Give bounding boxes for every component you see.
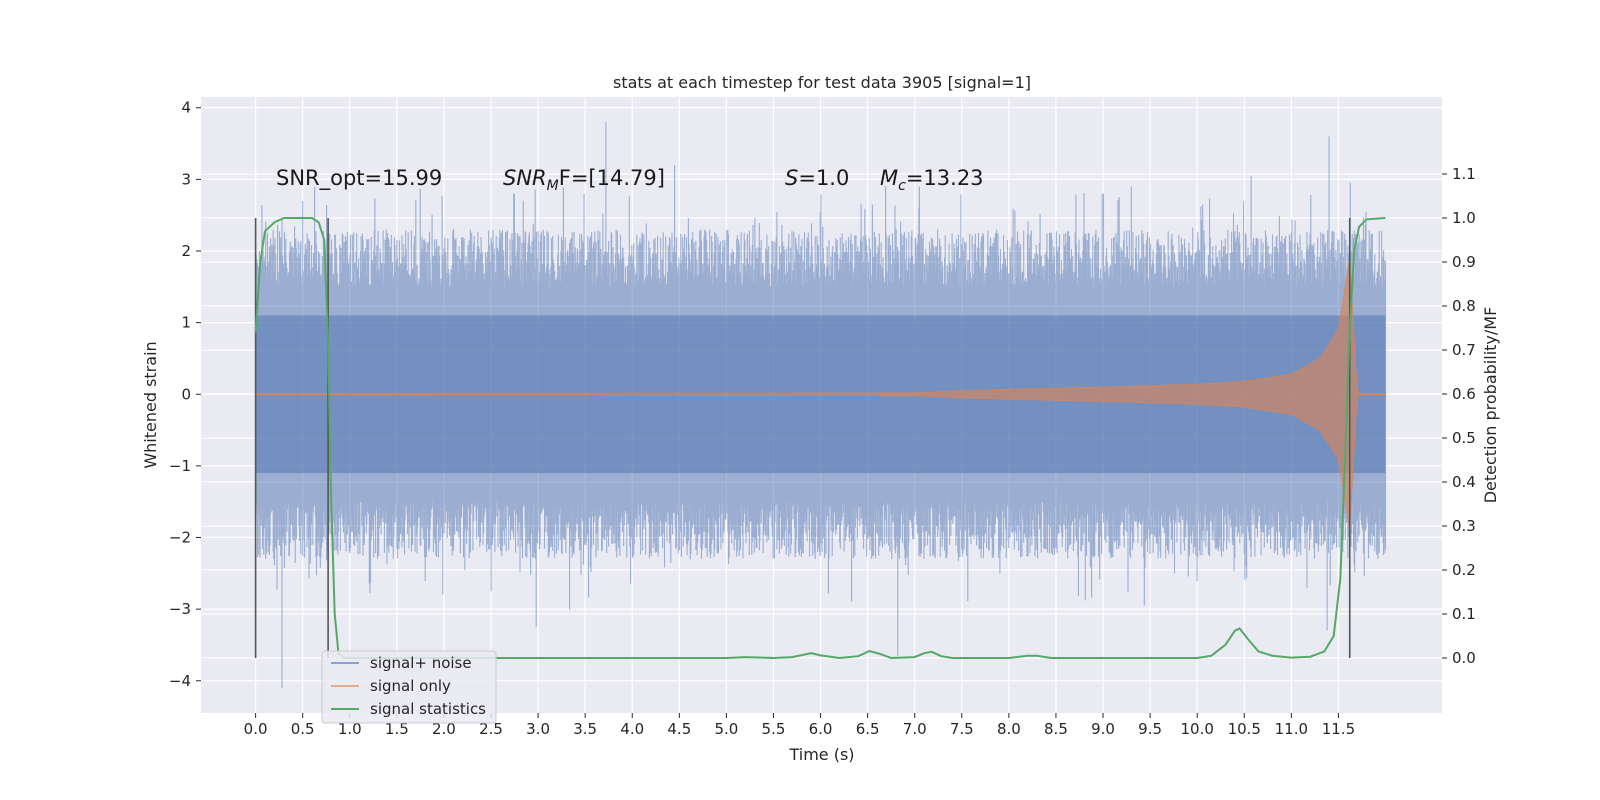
x-tick-label: 5.0 bbox=[714, 720, 738, 738]
annotation-snr-opt: SNR_opt=15.99 bbox=[276, 166, 442, 191]
legend-label-signal-statistics: signal statistics bbox=[370, 700, 486, 718]
left-y-tick-label: −2 bbox=[169, 529, 191, 547]
annotation-mc-symbol: M bbox=[880, 166, 898, 190]
right-y-tick-label: 0.2 bbox=[1452, 561, 1476, 579]
left-y-axis-label: Whitened strain bbox=[141, 341, 160, 468]
signal-statistics-series bbox=[254, 217, 1386, 660]
x-tick-label: 10.5 bbox=[1228, 720, 1261, 738]
left-y-tick-label: 1 bbox=[181, 314, 191, 332]
annotation-snr-mf-value: F=[14.79] bbox=[559, 166, 665, 190]
x-tick-label: 1.5 bbox=[385, 720, 409, 738]
right-y-axis-label: Detection probability/MF bbox=[1481, 307, 1500, 504]
x-tick-label: 7.5 bbox=[950, 720, 974, 738]
left-y-tick-label: 2 bbox=[181, 242, 191, 260]
annotation-snr-mf-subscript: M bbox=[547, 178, 559, 194]
x-tick-label: 4.5 bbox=[667, 720, 691, 738]
signal-only-envelope bbox=[255, 260, 1386, 529]
right-y-axis-ticks: 1.1 1.0 0.9 0.8 0.7 0.6 0.5 0.4 0.3 0.2 0.1 0.0 bbox=[1442, 165, 1476, 667]
signal-statistics-line bbox=[254, 217, 1386, 660]
legend: signal+ noise signal only signal statist… bbox=[321, 650, 497, 724]
legend-label-signal-noise: signal+ noise bbox=[370, 654, 472, 672]
right-y-tick-label: 0.3 bbox=[1452, 517, 1476, 535]
x-axis-label: Time (s) bbox=[788, 745, 854, 764]
chart-title: stats at each timestep for test data 390… bbox=[613, 73, 1031, 92]
x-tick-label: 5.5 bbox=[762, 720, 786, 738]
annotation-s-symbol: S bbox=[785, 166, 798, 190]
x-tick-label: 8.0 bbox=[997, 720, 1021, 738]
x-tick-label: 2.0 bbox=[432, 720, 456, 738]
left-y-tick-label: −1 bbox=[169, 457, 191, 475]
x-tick-label: 4.0 bbox=[620, 720, 644, 738]
annotation-snr-mf: SNRMF=[14.79] bbox=[503, 166, 665, 194]
right-y-tick-label: 0.0 bbox=[1452, 649, 1476, 667]
right-y-tick-label: 1.0 bbox=[1452, 209, 1476, 227]
x-tick-label: 9.0 bbox=[1091, 720, 1115, 738]
annotation-mc: Mc=13.23 bbox=[880, 166, 984, 194]
right-y-tick-label: 0.1 bbox=[1452, 605, 1476, 623]
x-tick-label: 6.0 bbox=[809, 720, 833, 738]
right-y-tick-label: 1.1 bbox=[1452, 165, 1476, 183]
x-axis-ticks: 0.0 0.5 1.0 1.5 2.0 2.5 3.0 3.5 4.0 4.5 5.0 5.5 6.0 6… bbox=[244, 713, 1355, 738]
left-y-tick-label: −4 bbox=[169, 672, 191, 690]
right-y-tick-label: 0.9 bbox=[1452, 253, 1476, 271]
right-y-tick-label: 0.7 bbox=[1452, 341, 1476, 359]
x-tick-label: 9.5 bbox=[1138, 720, 1162, 738]
right-y-tick-label: 0.5 bbox=[1452, 429, 1476, 447]
x-tick-label: 10.0 bbox=[1180, 720, 1213, 738]
left-y-tick-label: 0 bbox=[181, 385, 191, 403]
x-tick-label: 7.0 bbox=[903, 720, 927, 738]
x-tick-label: 2.5 bbox=[479, 720, 503, 738]
annotation-s: S=1.0 bbox=[785, 166, 849, 190]
x-tick-label: 0.0 bbox=[244, 720, 268, 738]
x-tick-label: 3.5 bbox=[573, 720, 597, 738]
x-tick-label: 3.0 bbox=[526, 720, 550, 738]
x-tick-label: 1.0 bbox=[338, 720, 362, 738]
signal-only-series bbox=[255, 260, 1386, 529]
x-tick-label: 11.0 bbox=[1275, 720, 1308, 738]
x-tick-label: 8.5 bbox=[1044, 720, 1068, 738]
left-y-tick-label: 4 bbox=[181, 99, 191, 117]
right-y-tick-label: 0.8 bbox=[1452, 297, 1476, 315]
annotations: SNR_opt=15.99 SNRMF=[14.79] S=1.0 Mc=13.… bbox=[276, 166, 984, 194]
right-y-tick-label: 0.6 bbox=[1452, 385, 1476, 403]
x-tick-label: 11.5 bbox=[1322, 720, 1355, 738]
annotation-s-value: =1.0 bbox=[798, 166, 849, 190]
left-y-tick-label: −3 bbox=[169, 600, 191, 618]
left-y-tick-label: 3 bbox=[181, 170, 191, 188]
annotation-mc-subscript: c bbox=[898, 178, 906, 194]
legend-label-signal-only: signal only bbox=[370, 677, 451, 695]
annotation-mc-value: =13.23 bbox=[906, 166, 984, 190]
left-y-axis-ticks: 4 3 2 1 0 −1 −2 −3 −4 bbox=[169, 99, 201, 690]
right-y-tick-label: 0.4 bbox=[1452, 473, 1476, 491]
x-tick-label: 0.5 bbox=[291, 720, 315, 738]
x-tick-label: 6.5 bbox=[856, 720, 880, 738]
annotation-snr-mf-symbol: SNR bbox=[503, 166, 547, 190]
legend-box bbox=[321, 650, 497, 724]
vertical-markers bbox=[254, 218, 1351, 658]
